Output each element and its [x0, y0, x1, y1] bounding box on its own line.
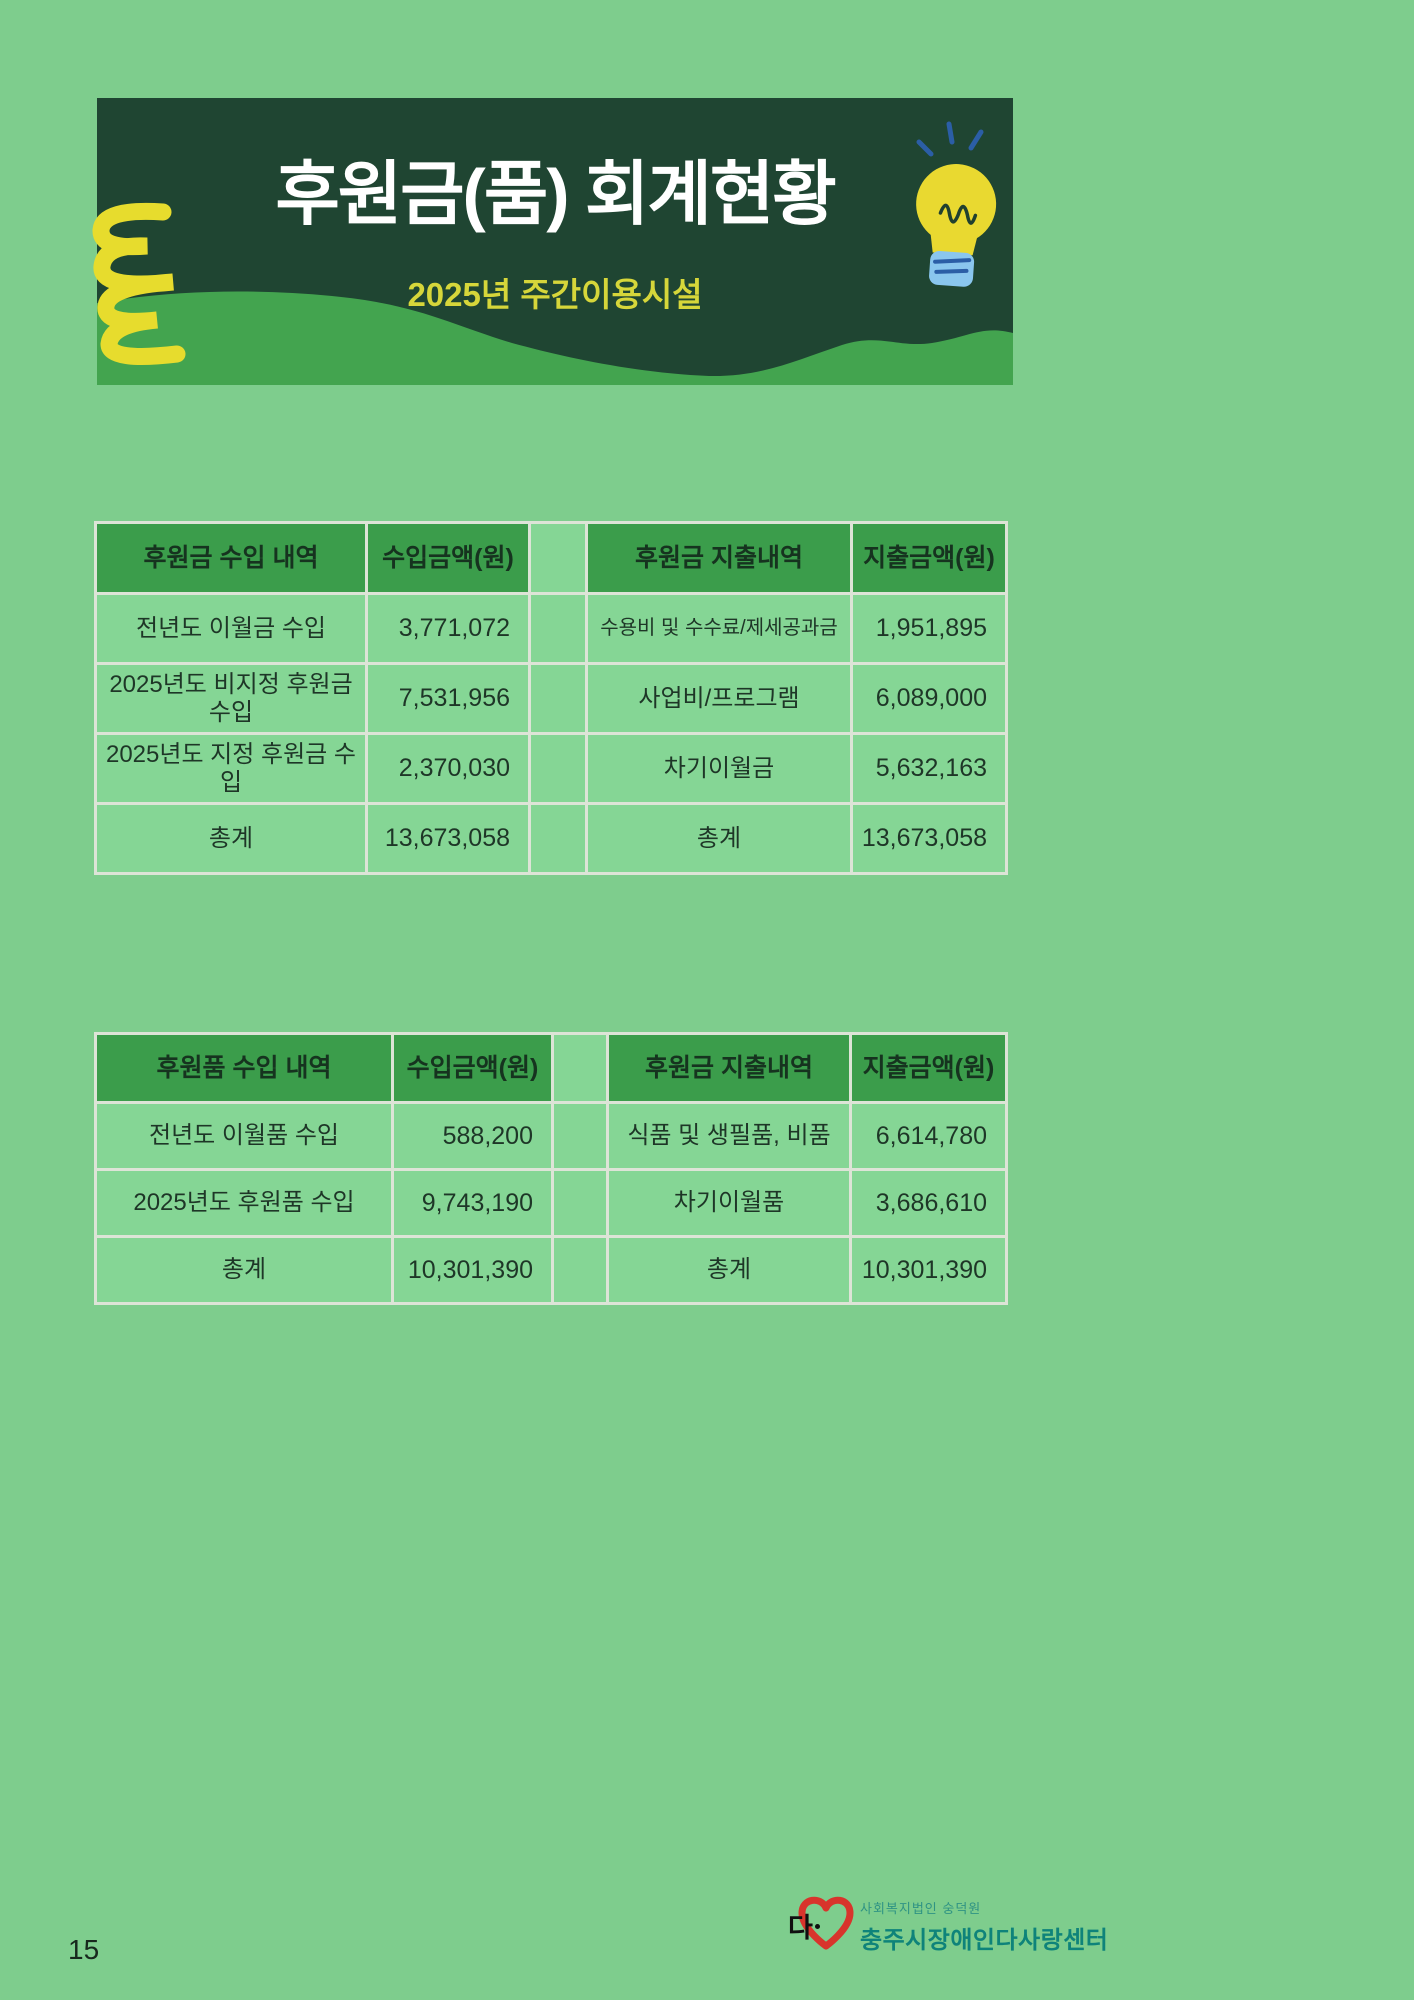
org-parent-name: 사회복지법인 숭덕원 — [860, 1901, 982, 1916]
table-cell: 사업비/프로그램 — [588, 665, 850, 732]
table-cell: 2025년도 지정 후원금 수입 — [97, 735, 365, 802]
table-cell: 2025년도 후원품 수입 — [97, 1171, 391, 1235]
spacer-cell — [531, 665, 585, 732]
table-cell: 10,301,390 — [394, 1238, 551, 1302]
table-cell: 10,301,390 — [852, 1238, 1005, 1302]
donation-money-table: 후원금 수입 내역 수입금액(원) 후원금 지출내역 지출금액(원) 전년도 이… — [94, 521, 1008, 875]
table-cell: 13,673,058 — [368, 805, 528, 872]
spacer-cell — [554, 1171, 606, 1235]
heart-logo-icon: 다 — [788, 1894, 854, 1958]
column-header: 지출금액(원) — [852, 1035, 1005, 1101]
spacer-cell — [531, 735, 585, 802]
lightbulb-icon — [916, 121, 997, 287]
spacer-cell — [531, 805, 585, 872]
page-number: 15 — [68, 1934, 100, 1965]
column-header: 후원금 수입 내역 — [97, 524, 365, 592]
header-banner: 후원금(품) 회계현황 2025년 주간이용시설 — [92, 98, 1013, 385]
spacer-cell — [554, 1035, 606, 1101]
spacer-cell — [531, 524, 585, 592]
column-header: 후원품 수입 내역 — [97, 1035, 391, 1101]
org-logo: 다 사회복지법인 숭덕원 충주시장애인다사랑센터 — [788, 1894, 1108, 1958]
logo-dot — [815, 1924, 820, 1929]
table-cell: 2025년도 비지정 후원금 수입 — [97, 665, 365, 732]
banner-wave-decoration — [97, 291, 1013, 385]
table-cell: 총계 — [97, 1238, 391, 1302]
column-header: 수입금액(원) — [368, 524, 528, 592]
spacer-cell — [554, 1238, 606, 1302]
table-cell: 1,951,895 — [853, 595, 1005, 662]
column-header: 지출금액(원) — [853, 524, 1005, 592]
table-cell: 5,632,163 — [853, 735, 1005, 802]
page-subtitle: 2025년 주간이용시설 — [407, 276, 703, 313]
org-name: 충주시장애인다사랑센터 — [860, 1927, 1109, 1954]
column-header: 후원금 지출내역 — [588, 524, 850, 592]
table-cell: 총계 — [97, 805, 365, 872]
spacer-cell — [554, 1104, 606, 1168]
table-cell: 3,771,072 — [368, 595, 528, 662]
spacer-cell — [531, 595, 585, 662]
table-cell: 6,089,000 — [853, 665, 1005, 732]
table-cell: 전년도 이월품 수입 — [97, 1104, 391, 1168]
table-cell: 13,673,058 — [853, 805, 1005, 872]
logo-character: 다 — [788, 1913, 813, 1943]
table-cell: 6,614,780 — [852, 1104, 1005, 1168]
column-header: 후원금 지출내역 — [609, 1035, 849, 1101]
table-cell: 식품 및 생필품, 비품 — [609, 1104, 849, 1168]
table-cell: 총계 — [609, 1238, 849, 1302]
table-cell: 7,531,956 — [368, 665, 528, 732]
table-cell: 588,200 — [394, 1104, 551, 1168]
donation-goods-table: 후원품 수입 내역 수입금액(원) 후원금 지출내역 지출금액(원) 전년도 이… — [94, 1032, 1008, 1305]
table-cell: 전년도 이월금 수입 — [97, 595, 365, 662]
table-cell: 9,743,190 — [394, 1171, 551, 1235]
table-cell: 수용비 및 수수료/제세공과금 — [588, 595, 850, 662]
table-cell: 2,370,030 — [368, 735, 528, 802]
column-header: 수입금액(원) — [394, 1035, 551, 1101]
table-cell: 3,686,610 — [852, 1171, 1005, 1235]
table-cell: 차기이월품 — [609, 1171, 849, 1235]
table-cell: 총계 — [588, 805, 850, 872]
crayon-scribble-icon — [92, 202, 186, 365]
page-title: 후원금(품) 회계현황 — [275, 155, 836, 233]
table-cell: 차기이월금 — [588, 735, 850, 802]
